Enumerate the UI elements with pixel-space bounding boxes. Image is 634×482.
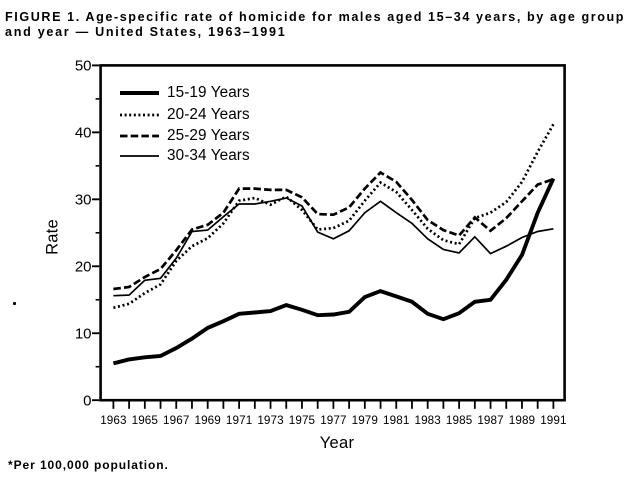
legend-item-25-29-years: 25-29 Years [119, 127, 250, 145]
x-tick-label: 1975 [289, 414, 316, 427]
x-tick-label: 1965 [132, 414, 159, 427]
legend-line-sample-solid-thin [120, 155, 159, 157]
legend-item-20-24-years: 20-24 Years [119, 105, 250, 123]
y-tick-label: 40 [75, 125, 92, 142]
legend-label: 20-24 Years [167, 105, 250, 123]
legend-item-30-34-years: 30-34 Years [119, 147, 250, 165]
x-tick-label: 1983 [414, 414, 440, 427]
x-tick-label: 1973 [257, 414, 283, 427]
legend-line-sample-solid-thick [120, 91, 159, 95]
scan-speck [13, 302, 16, 305]
legend-label: 15-19 Years [167, 84, 250, 101]
legend-label: 30-34 Years [167, 147, 250, 165]
y-tick-label: 0 [83, 392, 91, 409]
x-tick-label: 1967 [163, 414, 189, 427]
y-tick-label: 20 [75, 258, 92, 275]
x-tick-label: 1977 [320, 414, 346, 427]
y-tick-label: 10 [75, 325, 92, 342]
series-line-30-34-years [113, 197, 554, 297]
x-tick-label: 1989 [509, 414, 535, 427]
series-line-20-24-years [113, 123, 555, 310]
x-tick-label: 1985 [446, 414, 473, 427]
x-axis-title: Year [319, 434, 355, 452]
x-tick-label: 1979 [352, 414, 378, 427]
legend-line-sample-dotted [120, 113, 159, 117]
figure-title-line2: and year — United States, 1963–1991 [5, 24, 287, 39]
legend-line-sample-dashed [120, 134, 159, 138]
figure-title-line1: FIGURE 1. Age-specific rate of homicide … [5, 9, 626, 24]
figure-title: FIGURE 1. Age-specific rate of homicide … [5, 10, 634, 40]
legend-item-15-19-years: 15-19 Years [119, 84, 250, 101]
y-tick-label: 30 [75, 192, 92, 209]
y-tick-label: 50 [75, 58, 92, 75]
footnote: *Per 100,000 population. [8, 458, 169, 472]
x-tick-label: 1969 [194, 414, 220, 427]
series-line-25-29-years [113, 170, 554, 291]
x-tick-label: 1971 [226, 414, 252, 427]
x-tick-label: 1963 [100, 414, 126, 427]
plot-frame [99, 64, 566, 402]
series-line-15-19-years [112, 177, 556, 366]
x-tick-label: 1991 [540, 414, 566, 427]
legend-label: 25-29 Years [167, 127, 250, 145]
x-tick-label: 1981 [383, 414, 409, 427]
x-tick-label: 1987 [477, 414, 503, 427]
